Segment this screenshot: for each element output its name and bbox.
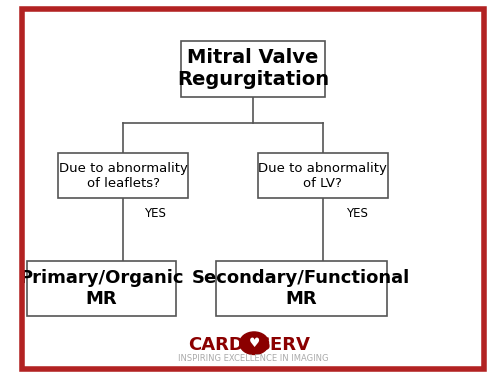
- Text: ♥: ♥: [248, 337, 260, 350]
- Text: YES: YES: [346, 207, 367, 220]
- Text: YES: YES: [144, 207, 165, 220]
- Text: CARDI: CARDI: [188, 336, 251, 354]
- Circle shape: [240, 332, 268, 355]
- Text: INSPIRING EXCELLENCE IN IMAGING: INSPIRING EXCELLENCE IN IMAGING: [178, 354, 328, 363]
- FancyBboxPatch shape: [181, 41, 325, 97]
- Text: Primary/Organic
MR: Primary/Organic MR: [19, 269, 184, 308]
- FancyBboxPatch shape: [258, 153, 388, 198]
- Text: SERV: SERV: [258, 336, 311, 354]
- FancyBboxPatch shape: [58, 153, 188, 198]
- Text: Due to abnormality
of LV?: Due to abnormality of LV?: [258, 162, 387, 190]
- Text: Secondary/Functional
MR: Secondary/Functional MR: [192, 269, 410, 308]
- FancyBboxPatch shape: [27, 261, 176, 316]
- Text: Due to abnormality
of leaflets?: Due to abnormality of leaflets?: [59, 162, 188, 190]
- Text: Mitral Valve
Regurgitation: Mitral Valve Regurgitation: [177, 48, 329, 90]
- FancyBboxPatch shape: [216, 261, 387, 316]
